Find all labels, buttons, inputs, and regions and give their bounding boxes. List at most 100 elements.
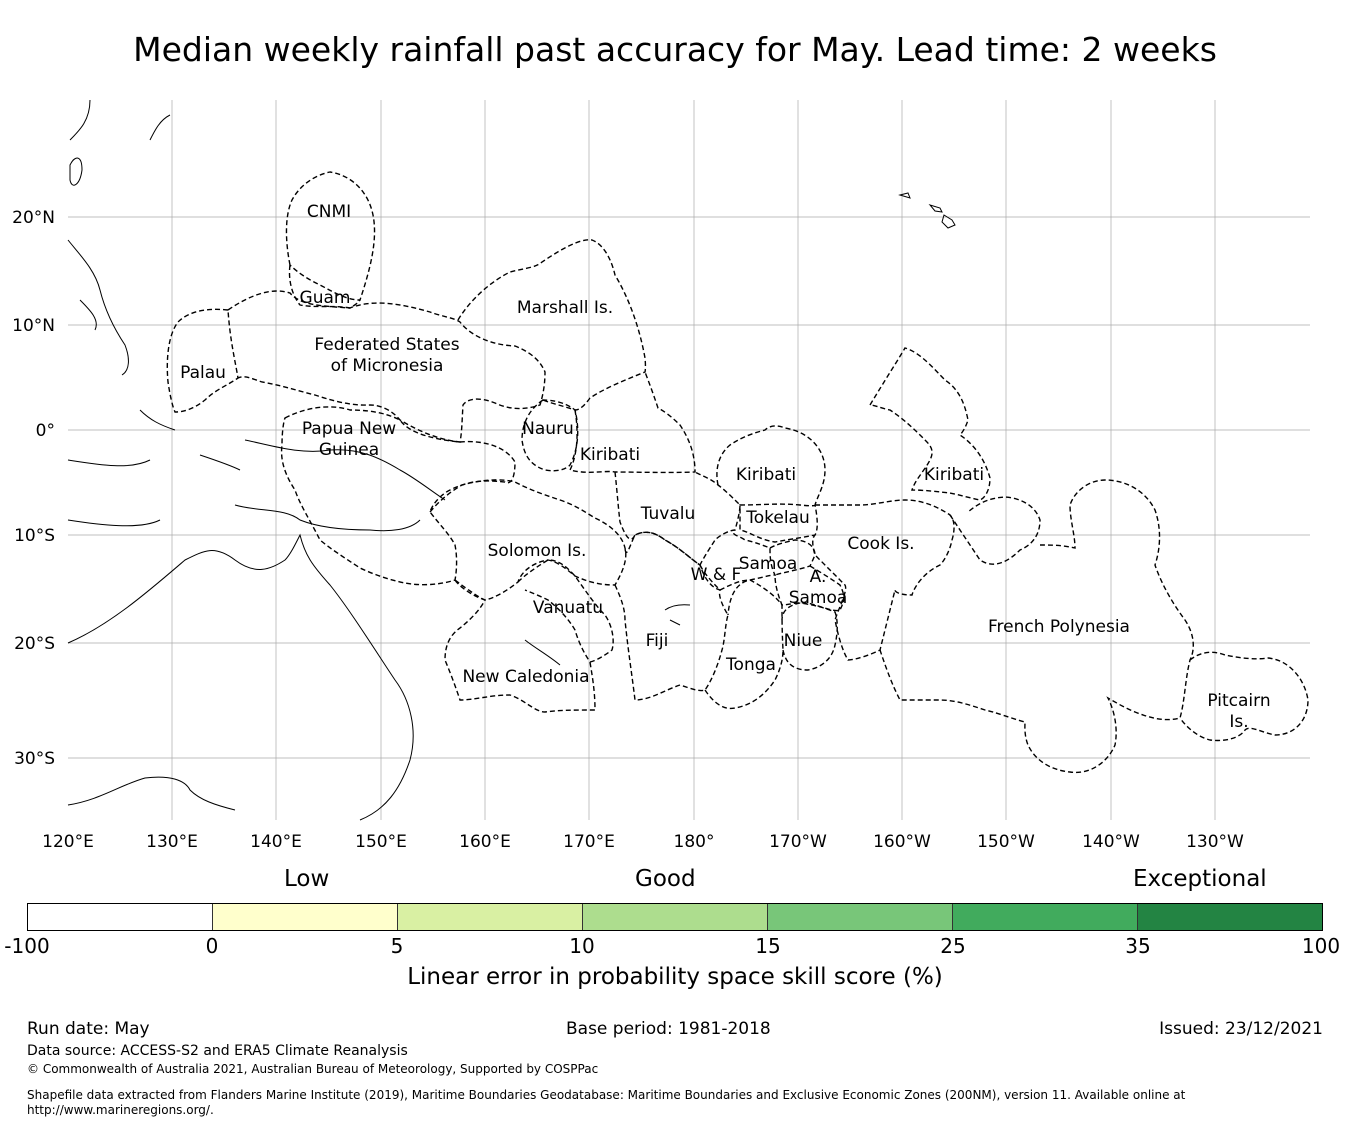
lon-tick-label: 160°W [873, 832, 931, 852]
region-label: Guinea [319, 440, 379, 460]
eez-palau [166, 308, 239, 413]
region-label: CNMI [307, 202, 351, 222]
lon-tick-label: 180° [674, 832, 715, 852]
fiji-coast [664, 604, 691, 626]
region-label: of Micronesia [331, 356, 444, 376]
region-label: New Caledonia [462, 667, 589, 687]
region-label: Is. [1229, 712, 1248, 732]
eez-tuvalu [614, 471, 741, 567]
eez-cnmi [285, 171, 376, 301]
colorbar-tick-label: 10 [569, 934, 595, 958]
colorbar-segment [398, 904, 583, 930]
indonesia-coast [67, 409, 241, 527]
colorbar-tick-label: -100 [4, 934, 50, 958]
eez-png [280, 406, 516, 586]
lon-tick-label: 140°W [1082, 832, 1140, 852]
region-label: Samoa [789, 588, 848, 608]
colorbar-segment [213, 904, 398, 930]
colorbar-tick-label: 35 [1125, 934, 1151, 958]
region-label: Kiribati [580, 445, 640, 465]
eez-nauru [521, 399, 579, 472]
eez-niue [781, 602, 838, 671]
new-caledonia-coast [524, 639, 561, 666]
region-label: Tuvalu [640, 504, 696, 524]
lat-tick-label: 10°N [12, 316, 55, 336]
region-label: Federated States [314, 335, 459, 355]
eez-fsm [227, 290, 546, 443]
pacific-map: CNMI Guam Marshall Is. Federated States … [12, 99, 1310, 852]
region-label: Tokelau [745, 508, 810, 528]
eez-kiribati-line [868, 347, 991, 501]
taiwan-coast [69, 157, 83, 186]
issued-date: Issued: 23/12/2021 [1159, 1019, 1323, 1039]
lon-tick-label: 170°W [769, 832, 827, 852]
colorbar-tick-label: 25 [940, 934, 966, 958]
colorbar-category-good: Good [635, 866, 696, 892]
eez-fiji [614, 531, 729, 701]
copyright: © Commonwealth of Australia 2021, Austra… [27, 1062, 599, 1076]
base-period: Base period: 1981-2018 [566, 1019, 771, 1039]
region-label: Kiribati [736, 465, 796, 485]
colorbar-segment [28, 904, 213, 930]
eez-marshall [457, 239, 647, 411]
lat-tick-labels: 20°N 10°N 0° 10°S 20°S 30°S [12, 208, 55, 769]
lon-tick-label: 130°W [1186, 832, 1244, 852]
data-source: Data source: ACCESS-S2 and ERA5 Climate … [27, 1043, 408, 1059]
region-label: Tonga [725, 655, 776, 675]
region-label: French Polynesia [988, 617, 1130, 637]
region-label: Nauru [522, 419, 574, 439]
lat-tick-label: 20°N [12, 208, 55, 228]
eez-guam [288, 264, 361, 309]
lat-tick-label: 20°S [14, 634, 55, 654]
region-label: Samoa [739, 554, 798, 574]
colorbar [27, 903, 1323, 931]
lon-tick-label: 150°W [977, 832, 1035, 852]
colorbar-segment [583, 904, 768, 930]
eez-french-polynesia [879, 479, 1194, 774]
run-date: Run date: May [27, 1019, 150, 1039]
region-label: W & F [691, 565, 742, 585]
region-label: Palau [180, 363, 226, 383]
region-label: Fiji [646, 631, 669, 651]
eez-solomon [429, 479, 627, 601]
region-label: Marshall Is. [517, 298, 613, 318]
hawaii-coast [898, 192, 956, 229]
region-label: Niue [784, 631, 823, 651]
colorbar-category-exceptional: Exceptional [1133, 866, 1267, 892]
japan-coast [69, 99, 171, 141]
map-grid [68, 100, 1310, 820]
region-label: Vanuatu [533, 598, 603, 618]
colorbar-segment [768, 904, 953, 930]
region-label: Kiribati [924, 465, 984, 485]
eez-kiribati-phoenix [716, 425, 826, 506]
region-label: Papua New [302, 419, 396, 439]
eez-new-caledonia [444, 579, 596, 713]
region-label: Pitcairn [1207, 691, 1270, 711]
shapefile-note: Shapefile data extracted from Flanders M… [27, 1088, 1186, 1117]
eez-tonga [704, 579, 784, 710]
eez-kiribati-gilbert [568, 371, 696, 474]
lon-tick-label: 140°E [250, 832, 302, 852]
colorbar-label: Linear error in probability space skill … [407, 964, 943, 990]
lon-tick-label: 150°E [355, 832, 407, 852]
eez-samoa [769, 539, 816, 576]
lat-tick-label: 0° [36, 421, 55, 441]
lat-tick-label: 30°S [14, 749, 55, 769]
lon-tick-labels: 120°E 130°E 140°E 150°E 160°E 170°E 180°… [42, 832, 1244, 852]
eez-cook [812, 499, 955, 661]
colorbar-tick-label: 5 [390, 934, 404, 958]
lon-tick-label: 170°E [563, 832, 615, 852]
region-labels: CNMI Guam Marshall Is. Federated States … [180, 202, 1271, 732]
colorbar-segment [1138, 904, 1322, 930]
region-label: A. [810, 567, 827, 587]
map-title: Median weekly rainfall past accuracy for… [133, 30, 1217, 69]
region-label: Cook Is. [847, 534, 914, 554]
colorbar-tick-label: 100 [1301, 934, 1341, 958]
eez-vanuatu [517, 559, 614, 663]
eez-pitcairn [1179, 651, 1309, 742]
philippines-coast [67, 239, 129, 376]
lon-tick-label: 130°E [146, 832, 198, 852]
colorbar-tick-label: 15 [755, 934, 781, 958]
lat-tick-label: 10°S [14, 526, 55, 546]
colorbar-tick-label: 0 [205, 934, 219, 958]
